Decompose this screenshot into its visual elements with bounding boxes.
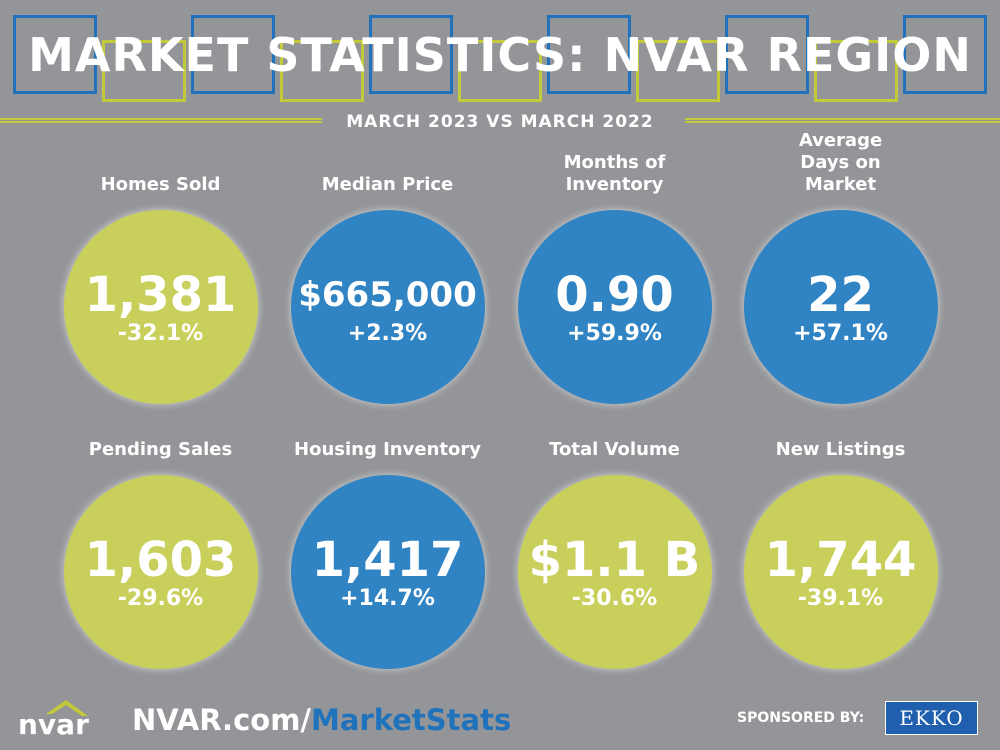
url-highlight: MarketStats (311, 703, 512, 737)
stat-circle: $1.1 B -30.6% (517, 475, 712, 669)
stat-circle: 1,417 +14.7% (290, 475, 485, 669)
deco-box (547, 15, 631, 94)
deco-box (369, 15, 453, 94)
stat-change: -30.6% (571, 585, 658, 611)
stat-circle: 1,603 -29.6% (63, 475, 258, 669)
deco-box (458, 40, 542, 102)
stat-label-text: Average Days on Market (798, 130, 883, 195)
stat-circle: $665,000 +2.3% (290, 210, 485, 404)
url-prefix: NVAR.com/ (132, 703, 311, 737)
divider (685, 118, 1000, 123)
stat-value: $665,000 (298, 274, 477, 315)
stat-card: Total Volume $1.1 B -30.6% (501, 415, 728, 669)
svg-text:nvar: nvar (18, 708, 89, 740)
stat-circle: 1,381 -32.1% (63, 210, 258, 404)
page-title: MARKET STATISTICS: NVAR REGION (28, 28, 972, 82)
page-subtitle: MARCH 2023 VS MARCH 2022 (346, 112, 654, 132)
stat-label: Homes Sold (47, 150, 274, 196)
stat-circle: 0.90 +59.9% (517, 210, 712, 404)
stat-change: -32.1% (117, 320, 204, 346)
stat-value: 1,603 (84, 531, 237, 588)
stat-label-text: Pending Sales (88, 439, 233, 460)
stat-card: Median Price $665,000 +2.3% (274, 150, 501, 404)
stat-label: Months of Inventory (501, 150, 728, 196)
stat-change: +57.1% (793, 320, 888, 346)
market-stats-link[interactable]: NVAR.com/MarketStats (132, 703, 511, 737)
deco-box (13, 15, 97, 94)
deco-box (636, 40, 720, 102)
ekko-title-logo: EKKO (885, 701, 978, 735)
deco-box (280, 40, 364, 102)
stat-label: Housing Inventory (274, 415, 501, 461)
stat-value: 0.90 (555, 266, 674, 323)
stat-label-text: New Listings (775, 439, 906, 460)
stat-card: Homes Sold 1,381 -32.1% (47, 150, 274, 404)
deco-box (102, 40, 186, 102)
stat-card: Housing Inventory 1,417 +14.7% (274, 415, 501, 669)
stat-change: -39.1% (797, 585, 884, 611)
nvar-logo: nvar (18, 700, 89, 740)
stat-card: Pending Sales 1,603 -29.6% (47, 415, 274, 669)
stat-label: Average Days on Market (727, 130, 954, 196)
deco-box (814, 40, 898, 102)
stat-label: Median Price (274, 150, 501, 196)
stat-label-text: Months of Inventory (563, 152, 666, 195)
deco-box (725, 15, 809, 94)
stat-label: New Listings (727, 415, 954, 461)
stat-change: +59.9% (567, 320, 662, 346)
stat-card: Average Days on Market 22 +57.1% (727, 130, 954, 404)
stat-label-text: Total Volume (549, 439, 680, 460)
stat-label-text: Median Price (321, 174, 454, 195)
deco-box (191, 15, 275, 94)
stat-change: -29.6% (117, 585, 204, 611)
stat-label: Pending Sales (47, 415, 274, 461)
stat-card: New Listings 1,744 -39.1% (727, 415, 954, 669)
stat-label-text: Homes Sold (100, 174, 221, 195)
stat-label-text: Housing Inventory (294, 439, 481, 460)
stat-value: 1,381 (84, 266, 237, 323)
sponsored-label: SPONSORED BY: (737, 710, 865, 726)
stat-value: 22 (807, 266, 874, 323)
stat-circle: 1,744 -39.1% (743, 475, 938, 669)
stat-change: +14.7% (340, 585, 435, 611)
stat-card: Months of Inventory 0.90 +59.9% (501, 150, 728, 404)
deco-box (903, 15, 987, 94)
stat-circle: 22 +57.1% (743, 210, 938, 404)
stat-value: $1.1 B (528, 531, 701, 588)
stat-value: 1,744 (764, 531, 917, 588)
divider (0, 118, 322, 123)
stat-value: 1,417 (311, 531, 464, 588)
stat-label: Total Volume (501, 415, 728, 461)
stat-change: +2.3% (347, 320, 428, 346)
